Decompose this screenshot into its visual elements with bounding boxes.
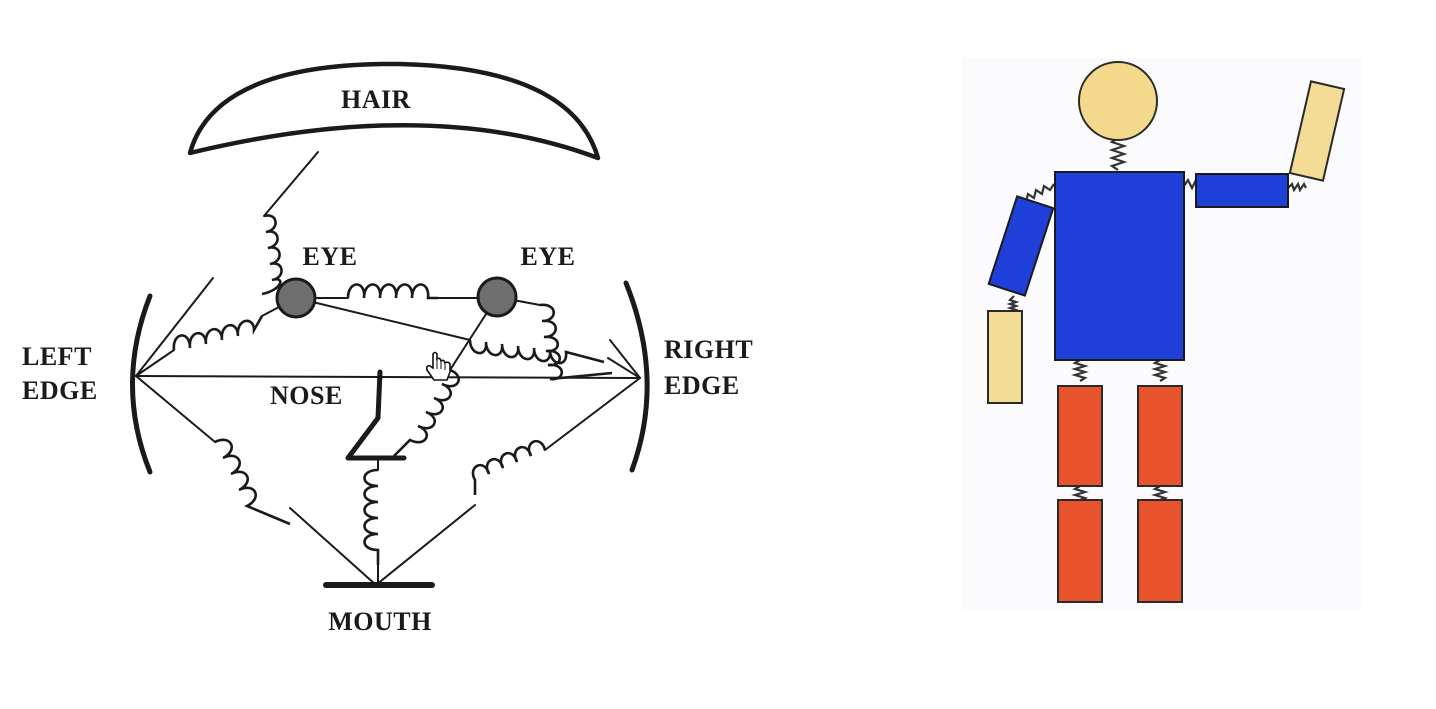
left-edge-label-line2: EDGE bbox=[22, 376, 98, 405]
left-edge-label-line1: LEFT bbox=[22, 342, 92, 371]
body-model-figure bbox=[962, 58, 1362, 610]
mouth-label: MOUTH bbox=[328, 607, 432, 636]
eye-right-label: EYE bbox=[521, 242, 576, 271]
right-thigh-part bbox=[1137, 385, 1183, 487]
right-edge-part bbox=[623, 280, 650, 473]
right-shin-part bbox=[1137, 499, 1183, 603]
springs bbox=[172, 214, 613, 565]
face-model-diagram: HAIR EYE EYE LEFT EDGE RIGHT EDGE NOSE M… bbox=[22, 61, 753, 636]
connection-lines bbox=[135, 151, 641, 586]
hand-pointer-icon bbox=[426, 351, 451, 381]
left-hand-part bbox=[987, 310, 1023, 404]
right-eye-part bbox=[476, 276, 518, 318]
torso-part bbox=[1054, 171, 1185, 361]
right-hand-part bbox=[1288, 80, 1346, 182]
nose-part bbox=[345, 369, 407, 461]
right-edge-label-line2: EDGE bbox=[664, 371, 740, 400]
left-upper-arm-part bbox=[987, 195, 1055, 297]
left-shin-part bbox=[1057, 499, 1103, 603]
nose-label: NOSE bbox=[270, 381, 343, 410]
left-eye-part bbox=[275, 277, 317, 319]
hair-part bbox=[187, 61, 601, 161]
right-edge-label-line1: RIGHT bbox=[664, 335, 753, 364]
left-edge-part bbox=[130, 293, 153, 475]
head-part bbox=[1078, 61, 1158, 141]
right-upper-arm-part bbox=[1195, 173, 1289, 208]
left-thigh-part bbox=[1057, 385, 1103, 487]
hair-label: HAIR bbox=[341, 85, 411, 114]
eye-left-label: EYE bbox=[303, 242, 358, 271]
